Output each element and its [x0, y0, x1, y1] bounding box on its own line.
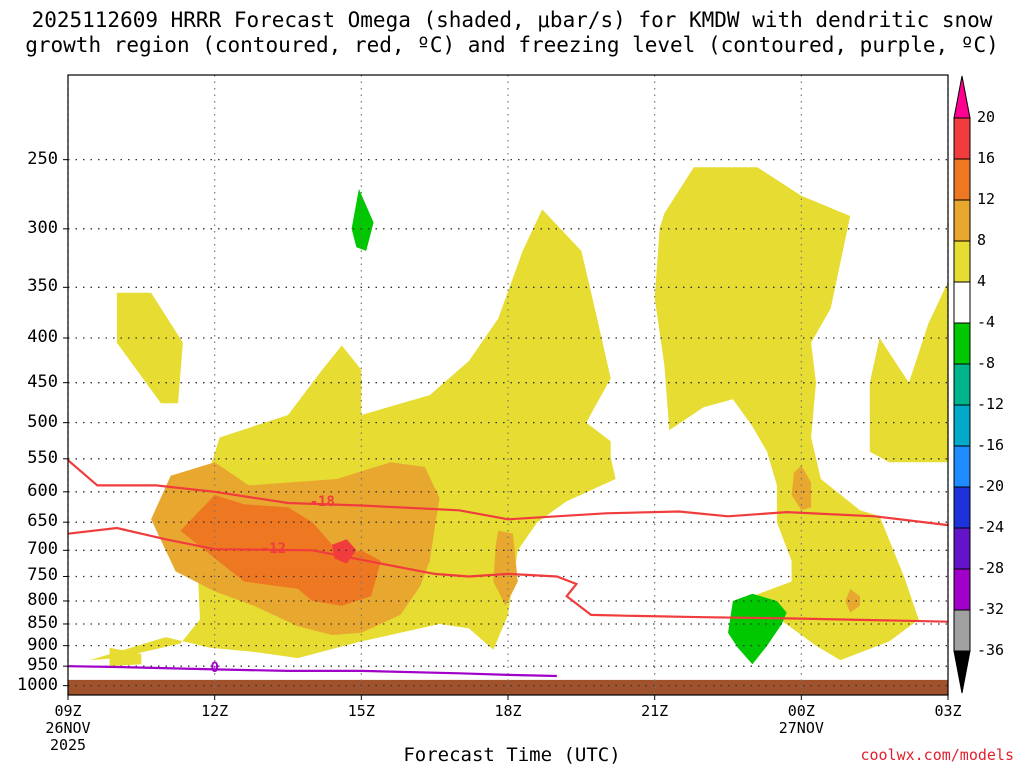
colorbar-label-9: -16 — [977, 436, 1005, 454]
colorbar-label-6: -4 — [977, 313, 996, 331]
omega-region-7 — [493, 530, 518, 606]
x-tick-label-09Z: 09Z — [54, 702, 82, 720]
y-tick-label-1000: 1000 — [17, 674, 58, 695]
colorbar-label-10: -20 — [977, 477, 1005, 495]
chart-title-line-2: growth region (contoured, red, ºC) and f… — [25, 33, 999, 57]
x-tick-label-21Z: 21Z — [641, 702, 669, 720]
y-tick-label-700: 700 — [27, 539, 58, 560]
colorbar-block-7 — [953, 363, 971, 406]
x-year-label: 2025 — [49, 736, 87, 754]
colorbar-block-12 — [953, 568, 971, 611]
y-tick-label-300: 300 — [27, 217, 58, 238]
colorbar-block-2 — [953, 158, 971, 201]
omega-region-5 — [869, 281, 948, 463]
colorbar-label-1: 20 — [977, 108, 996, 126]
x-tick-label-12Z: 12Z — [201, 702, 229, 720]
omega-region-12 — [351, 188, 374, 251]
contour-label-1: -18 — [309, 494, 335, 511]
y-tick-label-850: 850 — [27, 612, 58, 633]
x-tick-label-18Z: 18Z — [494, 702, 522, 720]
omega-region-8 — [791, 465, 812, 511]
x-tick-label-15Z: 15Z — [347, 702, 375, 720]
x-axis-title: Forecast Time (UTC) — [403, 744, 621, 766]
colorbar-label-8: -12 — [977, 395, 1005, 413]
y-tick-label-750: 750 — [27, 565, 58, 586]
contour-label-2: -12 — [260, 541, 286, 558]
colorbar-bottom-arrow — [953, 650, 971, 694]
y-tick-label-550: 550 — [27, 447, 58, 468]
y-tick-label-900: 900 — [27, 634, 58, 655]
y-tick-label-800: 800 — [27, 589, 58, 610]
omega-region-3 — [109, 647, 142, 667]
colorbar-label-13: -32 — [977, 600, 1005, 618]
contour-line-2 — [67, 526, 949, 623]
colorbar-block-11 — [953, 527, 971, 570]
x-date-label-26NOV: 26NOV — [45, 719, 91, 737]
x-tick-label-00Z: 00Z — [787, 702, 815, 720]
contour-line-1 — [67, 459, 949, 527]
colorbar-block-13 — [953, 609, 971, 652]
omega-region-4 — [654, 167, 919, 661]
y-tick-label-450: 450 — [27, 371, 58, 392]
colorbar-block-3 — [953, 199, 971, 242]
y-tick-label-650: 650 — [27, 511, 58, 532]
omega-region-2 — [116, 292, 183, 404]
y-tick-label-500: 500 — [27, 411, 58, 432]
y-tick-label-400: 400 — [27, 326, 58, 347]
chart-title-line-1: 2025112609 HRRR Forecast Omega (shaded, … — [31, 8, 993, 32]
colorbar-label-5: 4 — [977, 272, 987, 290]
colorbar-label-12: -28 — [977, 559, 1005, 577]
colorbar-label-3: 12 — [977, 190, 996, 208]
y-tick-label-350: 350 — [27, 276, 58, 297]
colorbar-label-4: 8 — [977, 231, 987, 249]
colorbar-block-9 — [953, 445, 971, 488]
site-credit: coolwx.com/models — [860, 746, 1014, 764]
y-tick-label-950: 950 — [27, 655, 58, 676]
y-tick-label-600: 600 — [27, 480, 58, 501]
colorbar-block-8 — [953, 404, 971, 447]
colorbar-block-5 — [953, 281, 971, 324]
contour-line-3 — [67, 665, 557, 678]
omega-region-9 — [845, 588, 860, 613]
colorbar-block-10 — [953, 486, 971, 529]
y-tick-label-250: 250 — [27, 148, 58, 169]
colorbar-label-11: -24 — [977, 518, 1005, 536]
omega-region-13 — [728, 593, 787, 665]
x-date-label-27NOV: 27NOV — [778, 719, 824, 737]
colorbar-label-7: -8 — [977, 354, 996, 372]
x-tick-label-03Z: 03Z — [934, 702, 962, 720]
colorbar-label-2: 16 — [977, 149, 996, 167]
contour-label-3: 0 — [210, 660, 219, 677]
colorbar-block-6 — [953, 322, 971, 365]
colorbar-block-1 — [953, 117, 971, 160]
colorbar-label-14: -36 — [977, 641, 1005, 659]
colorbar-block-4 — [953, 240, 971, 283]
colorbar-top-arrow — [953, 75, 971, 119]
